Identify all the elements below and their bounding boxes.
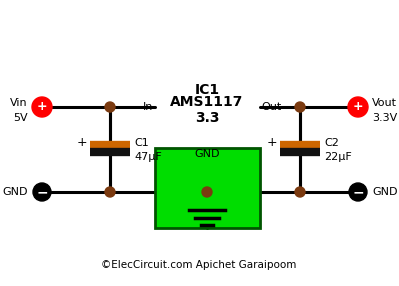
Circle shape: [33, 183, 51, 201]
Circle shape: [105, 102, 115, 112]
Text: −: −: [352, 185, 364, 199]
Circle shape: [32, 97, 52, 117]
Text: 3.3: 3.3: [195, 111, 219, 125]
Bar: [155, 148, 260, 228]
Circle shape: [295, 102, 305, 112]
Text: ©ElecCircuit.com Apichet Garaipoom: ©ElecCircuit.com Apichet Garaipoom: [101, 260, 297, 270]
Text: +: +: [353, 100, 363, 114]
Circle shape: [105, 187, 115, 197]
Text: C2: C2: [324, 138, 339, 148]
Text: Vout: Vout: [372, 98, 397, 108]
Text: +: +: [76, 136, 87, 150]
Text: 3.3V: 3.3V: [372, 113, 397, 123]
Text: AMS1117: AMS1117: [170, 95, 244, 109]
Text: GND: GND: [2, 187, 28, 197]
Text: IC1: IC1: [194, 83, 219, 97]
Text: GND: GND: [194, 149, 220, 159]
Circle shape: [202, 187, 212, 197]
Text: 5V: 5V: [14, 113, 28, 123]
Text: In: In: [142, 102, 153, 112]
Text: 47μF: 47μF: [134, 152, 162, 162]
Text: +: +: [267, 136, 277, 150]
Text: Out: Out: [261, 102, 281, 112]
Text: −: −: [36, 185, 48, 199]
Text: +: +: [37, 100, 47, 114]
Circle shape: [348, 97, 368, 117]
Text: 22μF: 22μF: [324, 152, 352, 162]
Circle shape: [349, 183, 367, 201]
Circle shape: [295, 187, 305, 197]
Text: GND: GND: [372, 187, 397, 197]
Text: Vin: Vin: [10, 98, 28, 108]
Text: C1: C1: [134, 138, 149, 148]
